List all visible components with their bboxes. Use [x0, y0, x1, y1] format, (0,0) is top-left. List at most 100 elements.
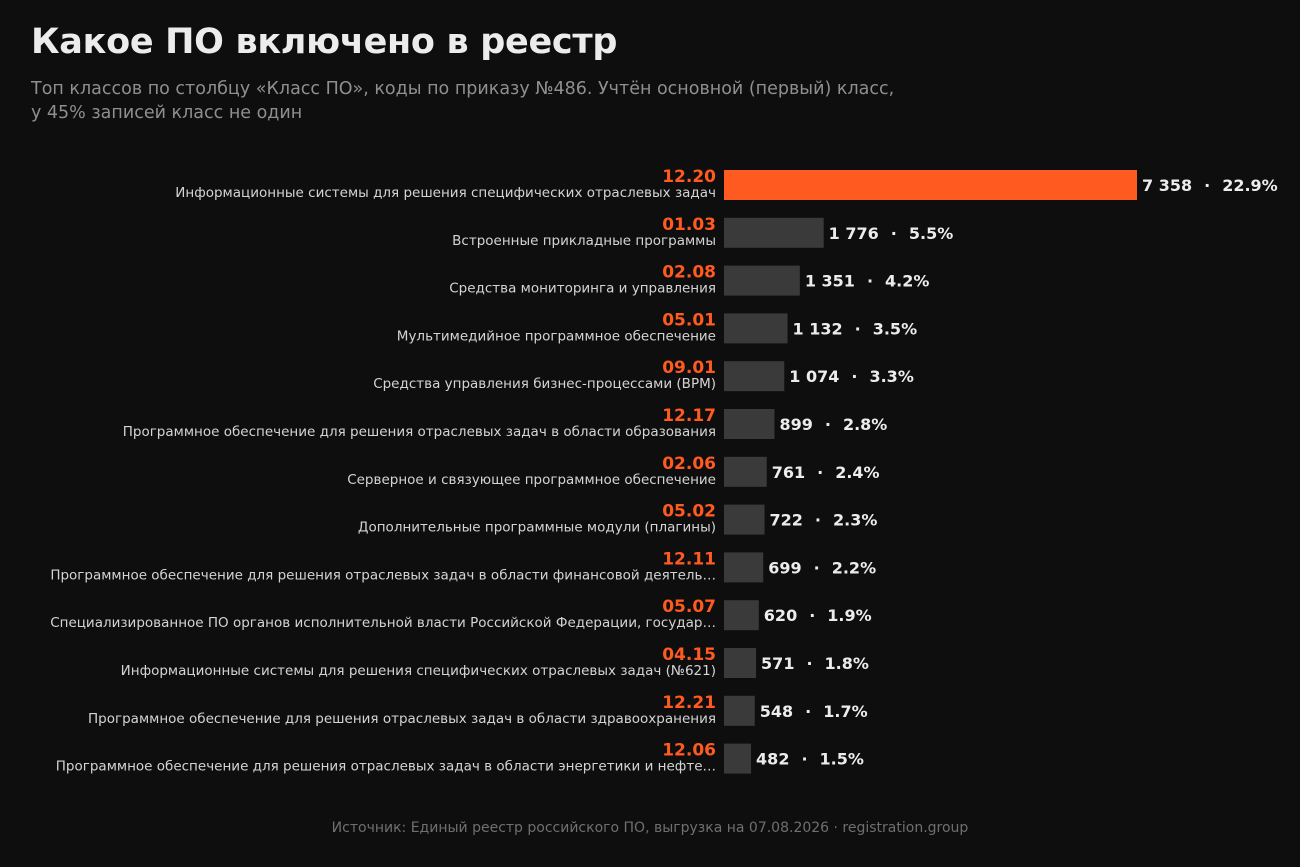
category-name: Информационные системы для решения специ… — [175, 185, 716, 201]
bar — [724, 217, 824, 248]
bar — [724, 361, 785, 392]
value-count: 1 351 — [805, 272, 855, 291]
value-separator: · — [1204, 176, 1210, 195]
value-count: 699 — [768, 558, 801, 577]
value-label: 722 · 2.3% — [770, 511, 878, 530]
subtitle-line-1: Топ классов по столбцу «Класс ПО», коды … — [31, 79, 895, 99]
category-name: Мультимедийное программное обеспечение — [397, 328, 716, 344]
bar — [724, 600, 759, 631]
value-percent: 4.2% — [885, 272, 929, 291]
value-percent: 2.4% — [835, 463, 879, 482]
value-separator: · — [809, 606, 815, 625]
category-code: 04.15 — [662, 645, 716, 665]
bar — [724, 409, 775, 439]
value-percent: 3.3% — [869, 367, 913, 386]
value-separator: · — [815, 511, 821, 530]
value-count: 571 — [761, 654, 794, 673]
value-label: 1 351 · 4.2% — [805, 272, 930, 291]
category-code: 05.01 — [662, 310, 716, 330]
value-label: 548 · 1.7% — [760, 702, 868, 721]
value-percent: 1.9% — [827, 606, 871, 625]
category-code: 01.03 — [662, 215, 716, 235]
category-name: Встроенные прикладные программы — [452, 233, 716, 249]
bar — [724, 456, 767, 487]
value-count: 761 — [772, 463, 805, 482]
value-percent: 2.3% — [833, 511, 877, 530]
value-count: 899 — [779, 415, 812, 434]
category-name: Дополнительные программные модули (плаги… — [358, 520, 716, 536]
value-count: 620 — [764, 606, 797, 625]
bar — [724, 648, 757, 678]
value-label: 1 776 · 5.5% — [829, 224, 954, 243]
value-separator: · — [891, 224, 897, 243]
value-separator: · — [851, 367, 857, 386]
subtitle-line-2: у 45% записей класс не один — [31, 103, 303, 123]
value-separator: · — [806, 654, 812, 673]
value-percent: 3.5% — [873, 319, 917, 338]
bar — [724, 504, 765, 535]
value-count: 722 — [770, 511, 803, 530]
category-name: Средства управления бизнес-процессами (B… — [373, 376, 716, 392]
value-separator: · — [801, 750, 807, 769]
category-code: 02.06 — [662, 454, 716, 474]
value-label: 1 074 · 3.3% — [789, 367, 914, 386]
bar — [724, 313, 788, 344]
value-percent: 5.5% — [909, 224, 953, 243]
value-separator: · — [825, 415, 831, 434]
bar — [724, 265, 800, 296]
source-note: Источник: Единый реестр российского ПО, … — [331, 820, 969, 836]
value-percent: 2.8% — [843, 415, 887, 434]
category-code: 12.21 — [662, 693, 716, 713]
category-name: Средства мониторинга и управления — [449, 281, 716, 297]
value-percent: 2.2% — [832, 558, 876, 577]
chart-title: Какое ПО включено в реестр — [31, 22, 618, 62]
category-code: 02.08 — [662, 263, 716, 283]
value-count: 1 074 — [789, 367, 839, 386]
value-separator: · — [817, 463, 823, 482]
value-label: 699 · 2.2% — [768, 558, 876, 577]
category-name: Специализированное ПО органов исполнител… — [50, 615, 716, 631]
category-name: Программное обеспечение для решения отра… — [123, 424, 716, 440]
bar — [724, 552, 764, 583]
value-label: 571 · 1.8% — [761, 654, 869, 673]
value-count: 1 776 — [829, 224, 879, 243]
value-label: 7 358 · 22.9% — [1142, 176, 1278, 195]
category-code: 05.07 — [662, 597, 716, 617]
chart-subtitle: Топ классов по столбцу «Класс ПО», коды … — [31, 77, 931, 125]
category-name: Информационные системы для решения специ… — [121, 663, 716, 679]
value-count: 7 358 — [1142, 176, 1192, 195]
value-label: 1 132 · 3.5% — [793, 319, 918, 338]
value-percent: 1.5% — [820, 750, 864, 769]
value-separator: · — [805, 702, 811, 721]
value-count: 1 132 — [793, 319, 843, 338]
category-code: 12.11 — [662, 549, 716, 569]
category-name: Программное обеспечение для решения отра… — [88, 711, 716, 727]
value-label: 620 · 1.9% — [764, 606, 872, 625]
value-label: 899 · 2.8% — [779, 415, 887, 434]
category-code: 12.06 — [662, 741, 716, 761]
category-name: Программное обеспечение для решения отра… — [56, 759, 716, 775]
value-percent: 1.7% — [823, 702, 867, 721]
value-percent: 1.8% — [825, 654, 869, 673]
value-label: 482 · 1.5% — [756, 750, 864, 769]
value-separator: · — [814, 558, 820, 577]
category-name: Программное обеспечение для решения отра… — [50, 567, 716, 583]
category-code: 05.02 — [662, 502, 716, 522]
value-percent: 22.9% — [1222, 176, 1278, 195]
category-code: 09.01 — [662, 358, 716, 378]
value-separator: · — [867, 272, 873, 291]
value-separator: · — [855, 319, 861, 338]
